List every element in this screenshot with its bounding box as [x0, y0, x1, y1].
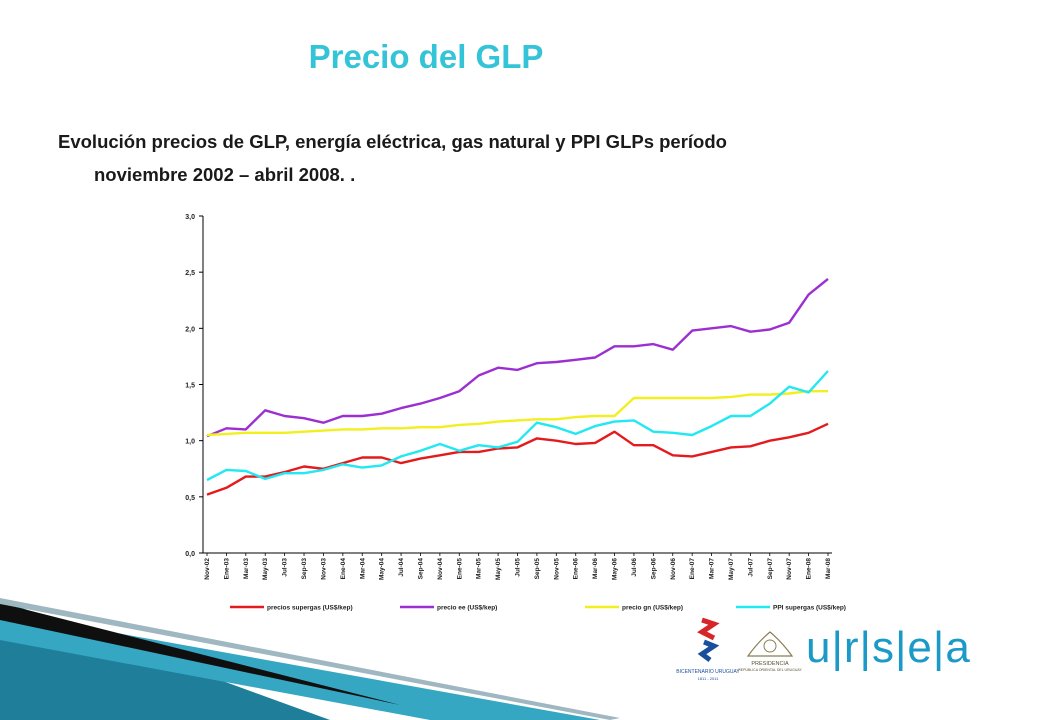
x-tick-label: Mar-05	[476, 558, 483, 579]
x-tick-label: Nov-05	[553, 558, 560, 580]
x-tick-label: May-03	[262, 558, 269, 580]
presidencia-logo: PRESIDENCIA REPÚBLICA ORIENTAL DEL URUGU…	[738, 631, 802, 672]
slide-title: Precio del GLP	[308, 38, 544, 75]
series-line-3	[206, 390, 828, 437]
y-tick-label: 0,0	[185, 551, 195, 558]
x-tick-label: Nov-02	[204, 558, 211, 580]
x-tick-label: May-07	[728, 558, 735, 580]
x-tick-label: Nov-06	[670, 558, 677, 580]
x-tick-label: Jul-06	[631, 558, 638, 577]
legend-label-1: precios supergas (US$/kep)	[267, 605, 353, 612]
presidencia-subcaption: REPÚBLICA ORIENTAL DEL URUGUAY	[738, 668, 802, 672]
x-tick-label: Ene-03	[223, 558, 230, 580]
x-tick-label: Ene-04	[340, 558, 347, 580]
x-tick-label: Mar-06	[592, 558, 599, 579]
x-tick-label: Ene-07	[689, 558, 696, 580]
x-tick-label: Mar-04	[359, 558, 366, 579]
bicentenario-caption: BICENTENARIO URUGUAY	[676, 669, 740, 675]
x-tick-label: Mar-03	[243, 558, 250, 579]
y-tick-label: 0,5	[185, 495, 195, 502]
y-tick-label: 1,0	[185, 439, 195, 446]
swoosh-band-3	[0, 603, 400, 705]
x-tick-label: Sep-03	[301, 558, 308, 580]
x-tick-label: Jul-03	[282, 558, 289, 577]
x-tick-label: May-05	[495, 558, 502, 580]
x-tick-label: Jul-04	[398, 558, 405, 577]
series-line-1	[206, 422, 829, 496]
x-tick-label: Nov-03	[320, 558, 327, 580]
chart-legend: precios supergas (US$/kep) precio ee (US$…	[230, 605, 846, 612]
x-tick-label: Ene-06	[573, 558, 580, 580]
x-tick-label: Nov-04	[437, 558, 444, 580]
legend-label-4: PPI supergas (US$/kep)	[773, 605, 846, 612]
y-tick-label: 2,5	[185, 270, 195, 277]
chart-series	[206, 277, 829, 496]
x-tick-label: Sep-05	[534, 558, 541, 580]
bicentenario-logo: BICENTENARIO URUGUAY 1811 - 2011	[676, 617, 740, 681]
x-tick-label: Sep-06	[650, 558, 657, 580]
legend-label-3: precio gn (US$/kep)	[622, 605, 683, 612]
chart-axes: 0,0 0,5 1,0 1,5 2,0 2,5 3,0 Nov-02 Ene-03 Mar-03 M…	[185, 214, 832, 580]
swoosh-band-4	[0, 598, 620, 720]
y-tick-label: 3,0	[185, 214, 195, 221]
subtitle-line-2: noviembre 2002 – abril 2008. .	[94, 164, 356, 185]
x-tick-label: May-04	[379, 558, 386, 580]
slide-subtitle: Evolución precios de GLP, energía eléctr…	[58, 125, 898, 191]
decorative-swoosh	[0, 598, 620, 720]
ursea-logo: u|r|s|e|a	[806, 623, 971, 672]
x-tick-label: Mar-08	[825, 558, 832, 579]
swoosh-band-2	[0, 612, 600, 720]
x-tick-label: Jul-05	[515, 558, 522, 577]
x-tick-label: Sep-04	[417, 558, 424, 580]
series-line-4	[206, 370, 829, 482]
x-tick-label: Ene-05	[456, 558, 463, 580]
x-tick-label: Nov-07	[786, 558, 793, 580]
logos-strip: BICENTENARIO URUGUAY 1811 - 2011 PRESIDE…	[676, 617, 971, 681]
y-tick-label: 1,5	[185, 383, 195, 390]
bicentenario-years: 1811 - 2011	[698, 676, 720, 681]
legend-label-2: precio ee (US$/kep)	[437, 605, 497, 612]
presidencia-caption: PRESIDENCIA	[751, 661, 789, 667]
x-tick-label: Mar-07	[709, 558, 716, 579]
x-tick-label: May-06	[612, 558, 619, 580]
subtitle-line-1: Evolución precios de GLP, energía eléctr…	[58, 131, 727, 152]
y-tick-label: 2,0	[185, 326, 195, 333]
x-tick-label: Sep-07	[767, 558, 774, 580]
x-tick-label: Jul-07	[747, 558, 754, 577]
x-tick-label: Ene-08	[806, 558, 813, 580]
series-line-2	[206, 277, 829, 438]
